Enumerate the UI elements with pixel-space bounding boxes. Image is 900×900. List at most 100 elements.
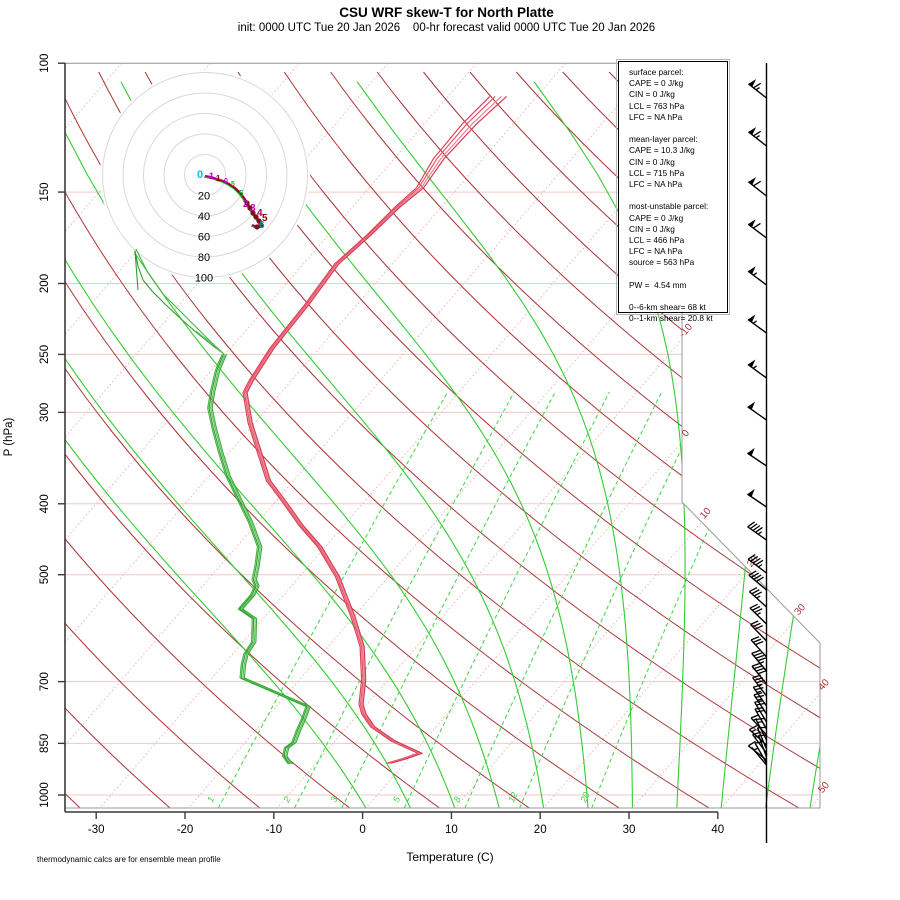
wind-barb — [747, 359, 767, 379]
wind-barb — [754, 700, 768, 723]
isotherm-label: 0 — [680, 428, 692, 440]
temperature-tick-label: -20 — [177, 824, 194, 836]
temperature-tick-label: 10 — [445, 824, 458, 836]
pressure-tick-label: 700 — [39, 672, 51, 691]
wind-barb — [747, 553, 767, 574]
wind-barb — [748, 587, 767, 608]
pressure-tick-label: 850 — [39, 734, 51, 753]
parcel-info-line — [629, 123, 727, 134]
pressure-tick-label: 300 — [39, 403, 51, 422]
hodograph-ring-label: 40 — [198, 211, 210, 223]
mixing-ratio-label: 5 — [391, 794, 403, 804]
wind-barb — [755, 717, 768, 741]
temperature-tick-label: 30 — [623, 824, 636, 836]
hodograph-height-label: 4 — [257, 208, 263, 219]
hodograph-height-label: 0 — [197, 169, 203, 181]
parcel-info-line: CAPE = 10.3 J/kg — [629, 145, 695, 156]
page-subtitle: init: 0000 UTC Tue 20 Jan 2026 00-hr for… — [237, 22, 656, 34]
wind-barb — [747, 447, 767, 467]
wind-barb — [750, 636, 768, 658]
wind-barb — [747, 314, 767, 334]
wind-barb — [757, 734, 768, 758]
temperature-profile — [242, 95, 508, 764]
page-title: CSU WRF skew-T for North Platte — [339, 5, 554, 20]
pressure-tick-label: 150 — [39, 182, 51, 201]
wind-barb — [749, 603, 767, 625]
parcel-info-line: CIN = 0 J/kg — [629, 156, 675, 167]
parcel-info-line — [629, 269, 727, 280]
parcel-info-line: LCL = 763 hPa — [629, 100, 685, 111]
pressure-axis-label: P (hPa) — [3, 417, 15, 456]
hodograph-height-label: 1 — [209, 171, 214, 181]
parcel-info-line — [629, 291, 727, 302]
pressure-tick-label: 100 — [39, 54, 51, 73]
parcel-info-line: 0--1-km shear= 20.8 kt — [629, 313, 713, 324]
hodograph-height-label: 6 — [259, 220, 265, 231]
mixing-ratio-label: 12 — [506, 791, 519, 804]
wind-barb — [747, 79, 767, 99]
footnote: thermodynamic calcs are for ensemble mea… — [37, 855, 221, 864]
moist-adiabat-lines — [65, 81, 820, 808]
mixing-ratio-label: 2 — [281, 795, 293, 805]
parcel-info-line: surface parcel: — [629, 67, 684, 77]
parcel-info-line: source = 563 hPa — [629, 257, 695, 268]
hodograph-ring-label: 80 — [198, 252, 210, 264]
hodograph-ring-label: 60 — [198, 232, 210, 244]
mixing-ratio-label: 8 — [452, 795, 463, 804]
parcel-info-line: LCL = 466 hPa — [629, 235, 685, 246]
temperature-axis-label: Temperature (C) — [406, 850, 494, 864]
mixing-ratio-labels: 1 2 3 5 8 12 20 — [205, 791, 592, 805]
temperature-tick-label: 40 — [711, 824, 724, 836]
isotherm-label: 10 — [698, 505, 714, 521]
wind-barb — [754, 740, 768, 764]
parcel-info-line: CAPE = 0 J/kg — [629, 78, 684, 89]
parcel-info-line: mean-layer parcel: — [629, 134, 698, 145]
isotherm-label: 40 — [816, 677, 832, 693]
temperature-tick-label: 0 — [359, 824, 365, 836]
temperature-tick-label: -30 — [88, 824, 105, 836]
pressure-tick-label: 500 — [39, 565, 51, 584]
wind-barb — [752, 674, 768, 697]
parcel-info-line: CAPE = 0 J/kg — [629, 212, 684, 223]
hodograph-ring — [143, 113, 267, 237]
hodograph-height-label: 0 — [224, 178, 228, 185]
isotherm-label: 30 — [792, 602, 808, 618]
pressure-tick-label: 200 — [39, 274, 51, 293]
wind-barb — [747, 488, 767, 508]
wind-barb — [747, 521, 767, 541]
mixing-ratio-label: 3 — [329, 795, 340, 804]
wind-barb — [747, 401, 767, 421]
hodograph-height-label: 2 — [243, 199, 249, 210]
parcel-info-line: CIN = 0 J/kg — [629, 89, 675, 100]
wind-barb — [748, 570, 767, 591]
wind-barb — [747, 219, 767, 239]
hodograph-height-label: 5 — [262, 213, 268, 224]
pressure-tick-label: 1000 — [39, 782, 51, 808]
wind-barb — [751, 649, 768, 672]
hodograph-height-label: 5 — [239, 189, 244, 198]
parcel-info-line: LFC = NA hPa — [629, 246, 683, 257]
hodograph-ring-label: 20 — [198, 191, 210, 203]
parcel-info-line: 0--6-km shear= 68 kt — [629, 302, 706, 313]
parcel-info-line: most-unstable parcel: — [629, 201, 709, 212]
hodograph-height-label: 3 — [250, 203, 256, 214]
wind-barb — [750, 620, 768, 642]
wind-barb — [751, 746, 768, 766]
temperature-tick-label: 20 — [534, 824, 547, 836]
parcel-info-line: LFC = NA hPa — [629, 111, 683, 122]
hodograph-height-label: 5 — [231, 181, 235, 188]
hodograph-ring — [102, 72, 308, 278]
pressure-tick-label: 400 — [39, 494, 51, 513]
hodograph-ring — [184, 154, 226, 196]
hodograph-height-label: 1 — [216, 174, 221, 183]
pressure-tick-label: 250 — [39, 345, 51, 364]
parcel-info-line — [629, 190, 727, 201]
hodograph-ring-label: 100 — [195, 273, 213, 285]
temperature-tick-label: -10 — [265, 824, 282, 836]
parcel-info-line: CIN = 0 J/kg — [629, 223, 675, 234]
wind-barb-column — [747, 63, 768, 843]
